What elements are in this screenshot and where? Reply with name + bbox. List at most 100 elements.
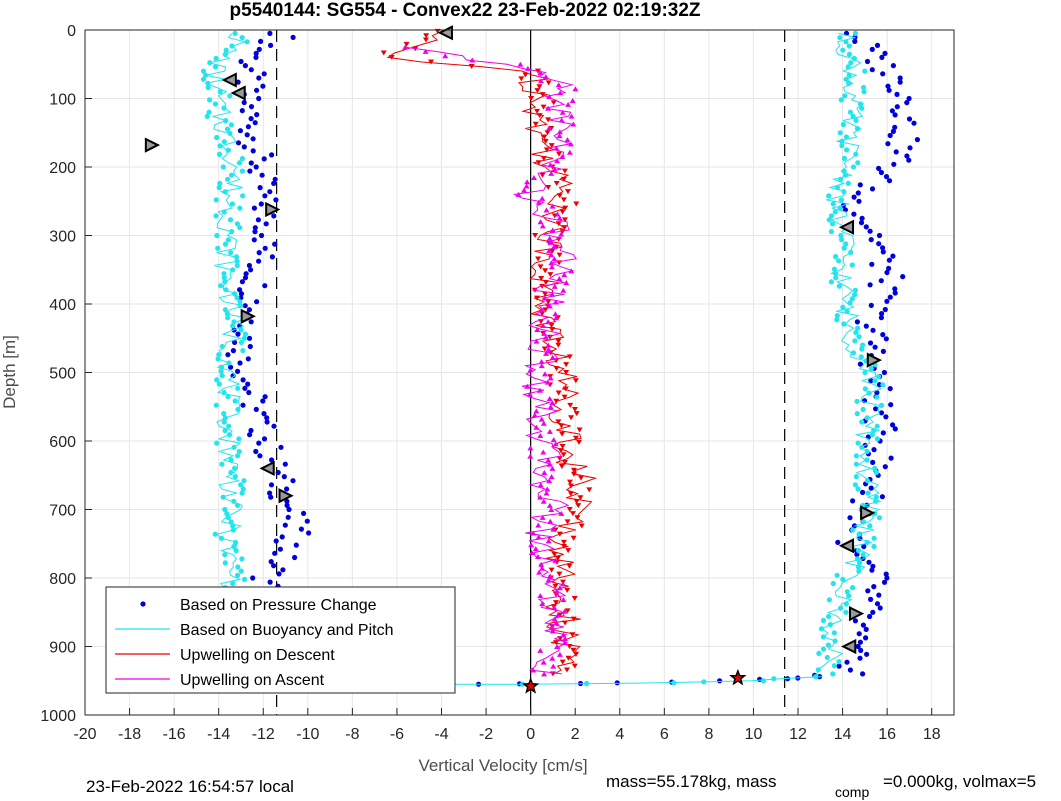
- data-point: [235, 368, 241, 374]
- data-point: [246, 307, 252, 313]
- data-point: [584, 680, 590, 687]
- data-point: [217, 180, 223, 186]
- data-point: [878, 278, 884, 284]
- data-point: [556, 531, 563, 537]
- data-point: [567, 491, 574, 497]
- data-point: [238, 568, 244, 574]
- data-point: [530, 667, 537, 673]
- data-point: [887, 132, 893, 139]
- data-point: [232, 30, 238, 36]
- data-point: [838, 97, 844, 103]
- data-point: [242, 331, 248, 337]
- data-point: [550, 526, 557, 532]
- data-point: [225, 515, 231, 521]
- x-tick-label: 6: [660, 726, 669, 743]
- data-point: [880, 332, 886, 338]
- data-point: [276, 571, 282, 577]
- data-point: [867, 523, 873, 529]
- data-point: [246, 262, 252, 269]
- data-point: [284, 486, 290, 492]
- data-point: [235, 453, 241, 459]
- data-point: [561, 217, 568, 223]
- data-point: [872, 344, 878, 350]
- data-point: [851, 55, 857, 62]
- data-point: [225, 237, 231, 243]
- data-point: [271, 213, 277, 219]
- data-point: [232, 539, 239, 546]
- data-point: [565, 548, 572, 554]
- data-point: [831, 266, 838, 272]
- data-point: [235, 406, 241, 412]
- data-point: [847, 515, 853, 521]
- data-point: [253, 448, 259, 455]
- data-point: [546, 125, 553, 131]
- data-point: [547, 518, 554, 524]
- data-point: [547, 573, 554, 579]
- data-point: [880, 245, 886, 251]
- data-point: [871, 535, 877, 541]
- data-point: [257, 185, 263, 191]
- data-point: [894, 104, 900, 110]
- data-point: [861, 89, 867, 95]
- data-point: [853, 151, 859, 157]
- data-point: [234, 258, 240, 264]
- data-point: [256, 250, 262, 256]
- turn-marker-left: [230, 85, 246, 101]
- data-point: [858, 220, 865, 226]
- data-point: [542, 279, 549, 285]
- data-point: [859, 419, 865, 425]
- data-point: [849, 262, 855, 268]
- data-point: [548, 252, 555, 258]
- data-point: [570, 616, 577, 622]
- data-point: [567, 141, 574, 147]
- data-point: [856, 531, 862, 537]
- data-point: [530, 175, 537, 181]
- data-point: [298, 526, 304, 532]
- data-point: [863, 635, 869, 641]
- data-point: [542, 307, 549, 313]
- data-point: [540, 323, 547, 329]
- data-point: [843, 134, 850, 140]
- data-point: [236, 436, 242, 442]
- data-point: [236, 448, 242, 455]
- data-point: [885, 141, 891, 147]
- data-point: [244, 132, 250, 138]
- data-point: [217, 143, 223, 149]
- data-point: [228, 364, 234, 370]
- data-point: [573, 201, 580, 207]
- data-point: [838, 176, 844, 182]
- data-point: [237, 299, 243, 305]
- data-point: [881, 369, 888, 376]
- data-point: [869, 67, 875, 73]
- data-point: [906, 116, 913, 122]
- data-point: [574, 515, 581, 521]
- data-point: [545, 346, 552, 352]
- data-point: [258, 38, 264, 45]
- data-point: [859, 346, 865, 352]
- data-point: [215, 245, 221, 251]
- data-point: [403, 41, 410, 47]
- data-point: [261, 71, 267, 77]
- data-point: [284, 498, 290, 504]
- data-point: [888, 455, 894, 461]
- data-point: [250, 136, 256, 142]
- data-point: [844, 147, 850, 153]
- data-point: [578, 523, 585, 529]
- data-point: [242, 63, 248, 69]
- data-point: [240, 486, 246, 492]
- data-point: [556, 193, 563, 199]
- turn-marker-right: [860, 505, 876, 521]
- y-tick-label: 0: [67, 23, 76, 40]
- data-point: [843, 172, 849, 178]
- data-point: [553, 398, 560, 404]
- data-point: [538, 307, 545, 313]
- data-point: [671, 680, 677, 686]
- data-point: [545, 538, 552, 544]
- data-point: [267, 490, 273, 496]
- turn-marker-right: [240, 308, 256, 324]
- data-point: [222, 560, 228, 566]
- data-point: [216, 381, 222, 387]
- turn-marker-right: [866, 352, 883, 368]
- data-point: [237, 287, 243, 293]
- data-point: [260, 83, 266, 89]
